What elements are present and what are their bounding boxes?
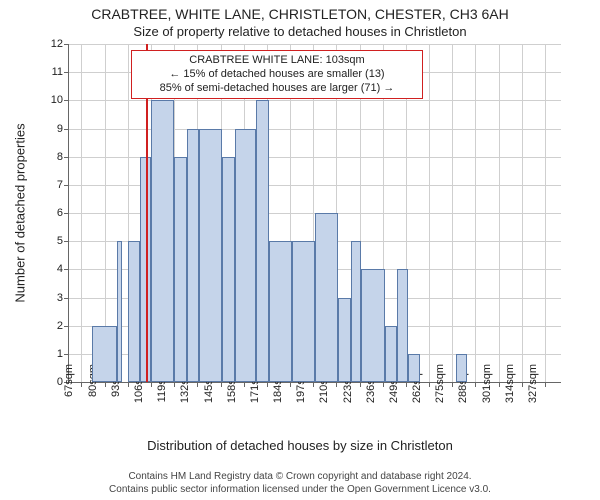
annot-line-2: ← 15% of detached houses are smaller (13… [138,68,416,82]
ytick-label: 8 [57,151,63,163]
ytick-label: 6 [57,207,63,219]
histogram-bar [338,298,350,383]
histogram-bar [361,269,384,382]
xtick-mark [475,382,476,387]
xtick-label: 301sqm [481,364,493,410]
page-subtitle: Size of property relative to detached ho… [0,24,600,39]
ytick-mark [64,185,69,186]
xtick-mark [244,382,245,387]
xtick-mark [267,382,268,387]
plot-area: 012345678910111267sqm80sqm93sqm106sqm119… [68,44,561,383]
xtick-mark [221,382,222,387]
ytick-mark [64,129,69,130]
grid-line-h [69,100,561,101]
xtick-label: 67sqm [63,364,75,410]
ytick-mark [64,72,69,73]
grid-line-v [429,44,430,382]
xtick-label: 314sqm [504,364,516,410]
xtick-label: 275sqm [434,364,446,410]
grid-line-v [81,44,82,382]
grid-line-h [69,129,561,130]
histogram-bar [117,241,122,382]
xtick-mark [174,382,175,387]
annot-line-1: CRABTREE WHITE LANE: 103sqm [138,54,416,68]
xtick-mark [406,382,407,387]
xtick-mark [360,382,361,387]
ytick-label: 3 [57,292,63,304]
footer-line-2: Contains public sector information licen… [0,484,600,497]
ytick-mark [64,269,69,270]
histogram-bar [292,241,315,382]
histogram-bar [351,241,362,382]
ytick-mark [64,326,69,327]
grid-line-v [499,44,500,382]
histogram-bar [235,129,256,383]
histogram-bar [151,100,174,382]
xtick-mark [313,382,314,387]
ytick-label: 1 [57,348,63,360]
grid-line-h [69,44,561,45]
histogram-bar [222,157,234,382]
y-axis-label: Number of detached properties [13,123,28,302]
grid-line-v [452,44,453,382]
histogram-bar [256,100,268,382]
x-axis-label: Distribution of detached houses by size … [0,438,600,453]
xtick-mark [522,382,523,387]
ytick-mark [64,100,69,101]
ytick-mark [64,241,69,242]
histogram-bar [456,354,467,382]
xtick-mark [290,382,291,387]
ytick-label: 5 [57,235,63,247]
histogram-bar [397,269,408,382]
ytick-mark [64,298,69,299]
grid-line-v [522,44,523,382]
xtick-mark [128,382,129,387]
ytick-mark [64,354,69,355]
histogram-bar [199,129,222,383]
xtick-mark [429,382,430,387]
ytick-label: 10 [51,94,63,106]
histogram-bar [385,326,397,382]
xtick-mark [452,382,453,387]
xtick-mark [105,382,106,387]
ytick-label: 11 [52,66,63,78]
xtick-mark [151,382,152,387]
ytick-mark [64,44,69,45]
footer-line-1: Contains HM Land Registry data © Crown c… [0,471,600,484]
ytick-label: 2 [57,320,63,332]
xtick-mark [336,382,337,387]
grid-line-v [475,44,476,382]
histogram-bar [269,241,292,382]
xtick-mark [545,382,546,387]
xtick-label: 327sqm [527,364,539,410]
grid-line-v [545,44,546,382]
histogram-bar [408,354,420,382]
annotation-box: CRABTREE WHITE LANE: 103sqm← 15% of deta… [131,50,423,99]
ytick-label: 7 [57,179,63,191]
footer: Contains HM Land Registry data © Crown c… [0,471,600,496]
ytick-label: 4 [57,263,63,275]
page-title: CRABTREE, WHITE LANE, CHRISTLETON, CHEST… [0,6,600,22]
histogram-bar [128,241,140,382]
histogram-bar [187,129,199,383]
ytick-mark [64,157,69,158]
histogram-bar [174,157,186,382]
histogram-bar [315,213,338,382]
chart-container: { "title1": "CRABTREE, WHITE LANE, CHRIS… [0,0,600,500]
xtick-mark [197,382,198,387]
xtick-mark [499,382,500,387]
ytick-label: 12 [51,38,63,50]
histogram-bar [92,326,117,382]
xtick-mark [383,382,384,387]
ytick-mark [64,213,69,214]
ytick-label: 9 [57,123,63,135]
xtick-mark [81,382,82,387]
annot-line-3: 85% of semi-detached houses are larger (… [138,82,416,96]
